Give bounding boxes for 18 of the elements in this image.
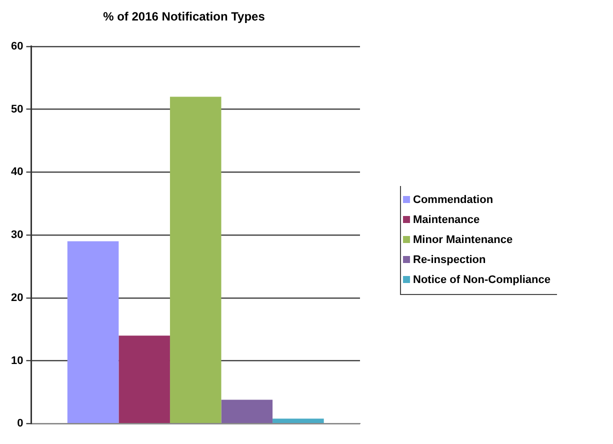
chart-title: % of 2016 Notification Types (103, 10, 266, 24)
legend-label: Re-inspection (413, 254, 486, 266)
bar (170, 96, 222, 423)
bar (67, 241, 119, 423)
legend-label: Notice of Non-Compliance (413, 274, 551, 286)
y-tick-label: 50 (10, 103, 24, 116)
y-tick-label: 40 (10, 166, 24, 178)
y-tick-label: 0 (17, 418, 24, 430)
legend-label: Commendation (413, 194, 494, 206)
y-tick-label: 60 (10, 40, 24, 52)
bar (272, 418, 324, 423)
y-tick-label: 30 (10, 229, 24, 242)
y-tick-label: 10 (10, 354, 24, 367)
bar (118, 336, 170, 423)
bar (221, 400, 273, 423)
legend-label: Minor Maintenance (413, 234, 513, 246)
y-tick-label: 20 (10, 292, 24, 304)
legend-label: Maintenance (413, 214, 480, 226)
